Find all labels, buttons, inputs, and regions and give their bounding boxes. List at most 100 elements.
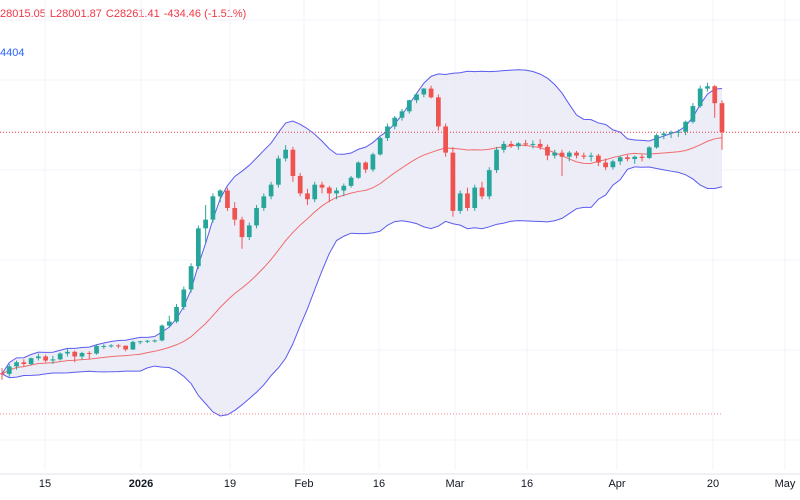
candle-body	[450, 152, 456, 211]
candle-body	[246, 225, 252, 238]
candle-body	[566, 152, 572, 157]
x-axis-tick-label: 19	[224, 478, 236, 490]
candle-body	[65, 351, 70, 354]
x-axis-tick-label: 15	[39, 478, 51, 490]
candle-body	[28, 358, 34, 365]
candle-body	[57, 353, 63, 360]
bollinger-basis	[1, 137, 723, 375]
candle-body	[225, 190, 230, 208]
candle-body	[719, 103, 725, 133]
candle-body	[406, 100, 412, 112]
candle-body	[588, 155, 594, 157]
candle-body	[617, 157, 623, 162]
candle-body	[319, 184, 325, 188]
candle-body	[654, 135, 659, 148]
candle-body	[137, 341, 143, 343]
change-value: -434.46 (-1.51%)	[163, 8, 247, 20]
x-axis-tick-label: 20	[707, 478, 719, 490]
candle-body	[72, 351, 78, 357]
candle-body	[268, 184, 274, 197]
candle-body	[581, 155, 587, 157]
candle-body	[457, 193, 463, 211]
candle-body	[334, 190, 339, 194]
x-axis-tick-label: 2026	[129, 478, 153, 490]
candle-body	[283, 149, 288, 159]
candle-body	[668, 132, 674, 134]
candle-body	[443, 126, 448, 153]
candle-body	[356, 162, 361, 178]
candle-body	[123, 345, 128, 350]
candle-body	[537, 143, 543, 147]
x-axis-tick-label: May	[775, 478, 796, 490]
candle-body	[145, 340, 150, 342]
candle-body	[217, 190, 223, 197]
candle-body	[312, 184, 318, 200]
candle-body	[385, 126, 390, 139]
candle-body	[392, 117, 398, 127]
candle-body	[676, 131, 681, 133]
candle-body	[465, 193, 470, 208]
low-value: L28001.87	[49, 8, 102, 20]
candle-body	[697, 88, 703, 107]
open-value: 28015.05	[0, 8, 46, 20]
candle-body	[523, 143, 528, 145]
candle-body	[94, 345, 99, 354]
bollinger-lower-band	[1, 166, 723, 417]
candle-body	[261, 196, 267, 208]
candle-body	[297, 175, 303, 194]
candle-body	[683, 121, 688, 132]
candle-body	[472, 187, 478, 208]
candle-body	[36, 356, 41, 359]
candle-body	[43, 356, 48, 361]
candle-body	[254, 207, 259, 226]
bollinger-upper-band	[1, 69, 723, 375]
candle-body	[341, 185, 347, 191]
candle-body	[508, 143, 514, 147]
candle-body	[305, 193, 310, 200]
close-value: C28261.41	[105, 8, 160, 20]
candle-body	[705, 86, 710, 89]
candle-body	[21, 362, 27, 365]
candle-body	[516, 143, 521, 147]
x-axis-tick-label: Apr	[608, 478, 625, 490]
candle-body	[632, 156, 638, 160]
candle-body	[370, 154, 376, 170]
candle-body	[552, 152, 558, 156]
x-axis-tick-label: 16	[373, 478, 385, 490]
candle-body	[596, 155, 601, 163]
candle-body	[486, 170, 492, 197]
ohlc-legend: 28015.05 L28001.87 C28261.41 -434.46 (-1.51…	[0, 8, 250, 20]
candle-body	[348, 177, 354, 186]
candle-body	[181, 289, 187, 307]
candle-body	[494, 149, 499, 171]
candle-body	[530, 143, 536, 145]
candle-body	[377, 138, 383, 155]
candle-body	[188, 266, 194, 290]
x-axis-tick-label: 16	[521, 478, 533, 490]
x-axis-tick-label: Feb	[295, 478, 314, 490]
candle-body	[276, 158, 281, 185]
candle-body	[436, 97, 441, 127]
candle-body	[661, 133, 667, 136]
candle-body	[421, 88, 427, 95]
candle-body	[210, 196, 216, 220]
candle-body	[399, 111, 405, 118]
candle-body	[159, 325, 165, 341]
candle-body	[428, 88, 434, 98]
candle-body	[414, 94, 419, 101]
candle-body	[79, 352, 85, 357]
candle-body	[101, 345, 107, 347]
candle-body	[152, 340, 158, 342]
candle-body	[232, 207, 238, 220]
candle-body	[646, 147, 652, 158]
candle-body	[108, 345, 114, 347]
candle-body	[479, 187, 485, 197]
candle-body	[712, 86, 718, 104]
candle-body	[559, 152, 565, 157]
candle-body	[14, 362, 19, 367]
candle-body	[363, 162, 368, 170]
candle-body	[625, 157, 630, 160]
bollinger-fill	[2, 69, 722, 416]
candle-body	[690, 106, 696, 122]
